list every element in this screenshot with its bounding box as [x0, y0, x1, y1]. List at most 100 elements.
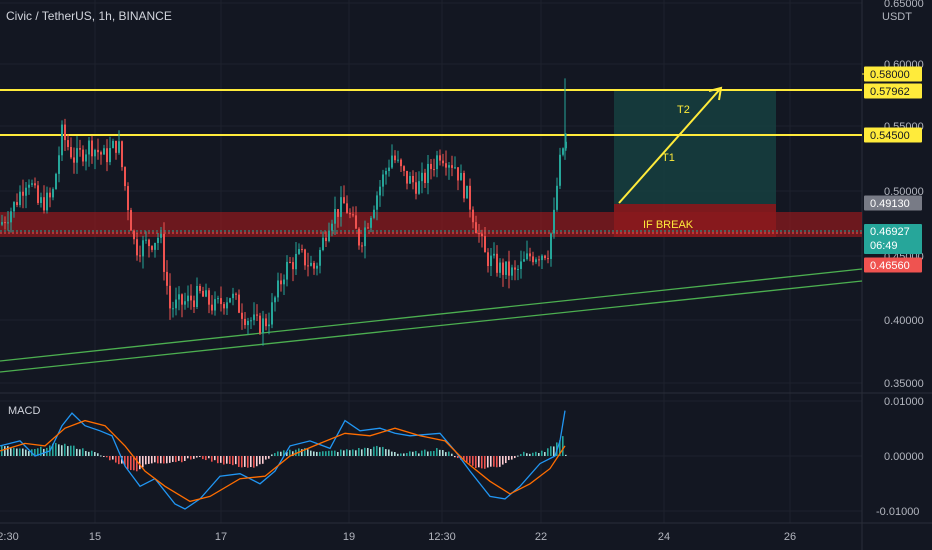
candle-body	[73, 157, 75, 163]
candle-body	[457, 167, 459, 181]
candle-body	[355, 215, 357, 229]
candle-body	[31, 183, 33, 185]
macd-histogram-bar	[373, 446, 375, 456]
macd-histogram-bar	[523, 451, 525, 456]
macd-histogram-bar	[481, 456, 483, 469]
macd-histogram-bar	[187, 456, 189, 459]
macd-histogram-bar	[136, 456, 138, 472]
candle-body	[34, 183, 36, 186]
candle-body	[4, 222, 6, 224]
candle-body	[334, 209, 336, 224]
macd-histogram-bar	[139, 456, 141, 470]
candle-body	[7, 222, 9, 224]
candle-body	[310, 262, 312, 266]
macd-histogram-bar	[385, 449, 387, 456]
candle-body	[292, 262, 294, 270]
candle-body	[136, 239, 138, 256]
macd-histogram-bar	[172, 456, 174, 462]
macd-histogram-bar	[316, 451, 318, 456]
candle-body	[268, 324, 270, 327]
macd-histogram-bar	[112, 456, 114, 460]
macd-histogram-bar	[127, 456, 129, 470]
candle-body	[559, 154, 561, 186]
candle-body	[163, 233, 165, 272]
candle-body	[478, 233, 480, 235]
macd-histogram-bar	[454, 456, 456, 458]
candle-body	[562, 148, 564, 155]
candle-body	[385, 171, 387, 175]
candle-body	[130, 210, 132, 231]
macd-histogram-bar	[142, 456, 144, 468]
candle-body	[376, 195, 378, 210]
candle-body	[442, 160, 444, 164]
candle-body	[256, 314, 258, 316]
time-tick-label: 15	[89, 531, 101, 543]
candle-body	[112, 140, 114, 149]
macd-histogram-bar	[397, 453, 399, 456]
macd-histogram-bar	[424, 449, 426, 456]
macd-histogram-bar	[64, 443, 66, 456]
candle-body	[526, 253, 528, 260]
candle-body	[43, 197, 45, 211]
macd-histogram-bar	[295, 449, 297, 456]
macd-histogram-bar	[352, 449, 354, 456]
macd-histogram-bar	[4, 446, 6, 456]
candle-body	[1, 222, 3, 225]
macd-histogram-bar	[400, 453, 402, 456]
candle-body	[373, 209, 375, 218]
macd-histogram-bar	[124, 456, 126, 466]
macd-histogram-bar	[259, 456, 261, 465]
t1-label: T1	[662, 152, 675, 164]
candle-body	[508, 261, 510, 276]
macd-histogram-bar	[349, 450, 351, 456]
candle-body	[265, 318, 267, 327]
macd-histogram-bar	[271, 454, 273, 456]
candle-body	[85, 154, 87, 162]
candle-body	[433, 169, 435, 171]
macd-tick-label: -0.01000	[876, 506, 919, 518]
level-break-tag-bg	[864, 195, 922, 211]
price-tick-label: 0.65000	[884, 0, 924, 10]
macd-histogram-bar	[532, 452, 534, 456]
time-tick-label: 19	[343, 531, 355, 543]
candle-body	[109, 148, 111, 163]
macd-histogram-bar	[10, 448, 12, 456]
candle-body	[502, 262, 504, 275]
macd-histogram-bar	[262, 456, 264, 464]
macd-histogram-bar	[496, 456, 498, 468]
candle-body	[250, 320, 252, 322]
candle-body	[409, 175, 411, 184]
break-zone-box	[614, 204, 776, 237]
candle-body	[91, 140, 93, 157]
candle-body	[556, 185, 558, 210]
macd-histogram-bar	[535, 451, 537, 456]
macd-histogram-bar	[169, 456, 171, 463]
candle-body	[58, 155, 60, 174]
candle-body	[28, 184, 30, 188]
macd-histogram-bar	[190, 456, 192, 460]
macd-histogram-bar	[463, 456, 465, 461]
macd-histogram-bar	[25, 449, 27, 456]
price-tick-label: 0.50000	[884, 186, 924, 198]
candle-body	[13, 202, 15, 212]
candle-body	[238, 294, 240, 313]
macd-histogram-bar	[550, 446, 552, 456]
symbol-title[interactable]: Civic / TetherUS, 1h, BINANCE	[6, 9, 172, 23]
macd-histogram-bar	[442, 450, 444, 456]
time-tick-label: 2:30	[0, 531, 19, 543]
candle-body	[448, 165, 450, 168]
candle-body	[412, 175, 414, 183]
candle-body	[283, 279, 285, 285]
macd-histogram-bar	[166, 456, 168, 464]
candle-body	[157, 237, 159, 243]
candle-body	[259, 315, 261, 334]
macd-histogram-bar	[469, 456, 471, 464]
candle-body	[346, 203, 348, 214]
candle-body	[220, 298, 222, 305]
macd-pane-label[interactable]: MACD	[8, 405, 41, 417]
macd-histogram-bar	[358, 448, 360, 456]
level-break-tag: 0.49130	[870, 198, 910, 210]
macd-histogram-bar	[241, 456, 243, 468]
candle-body	[178, 294, 180, 300]
